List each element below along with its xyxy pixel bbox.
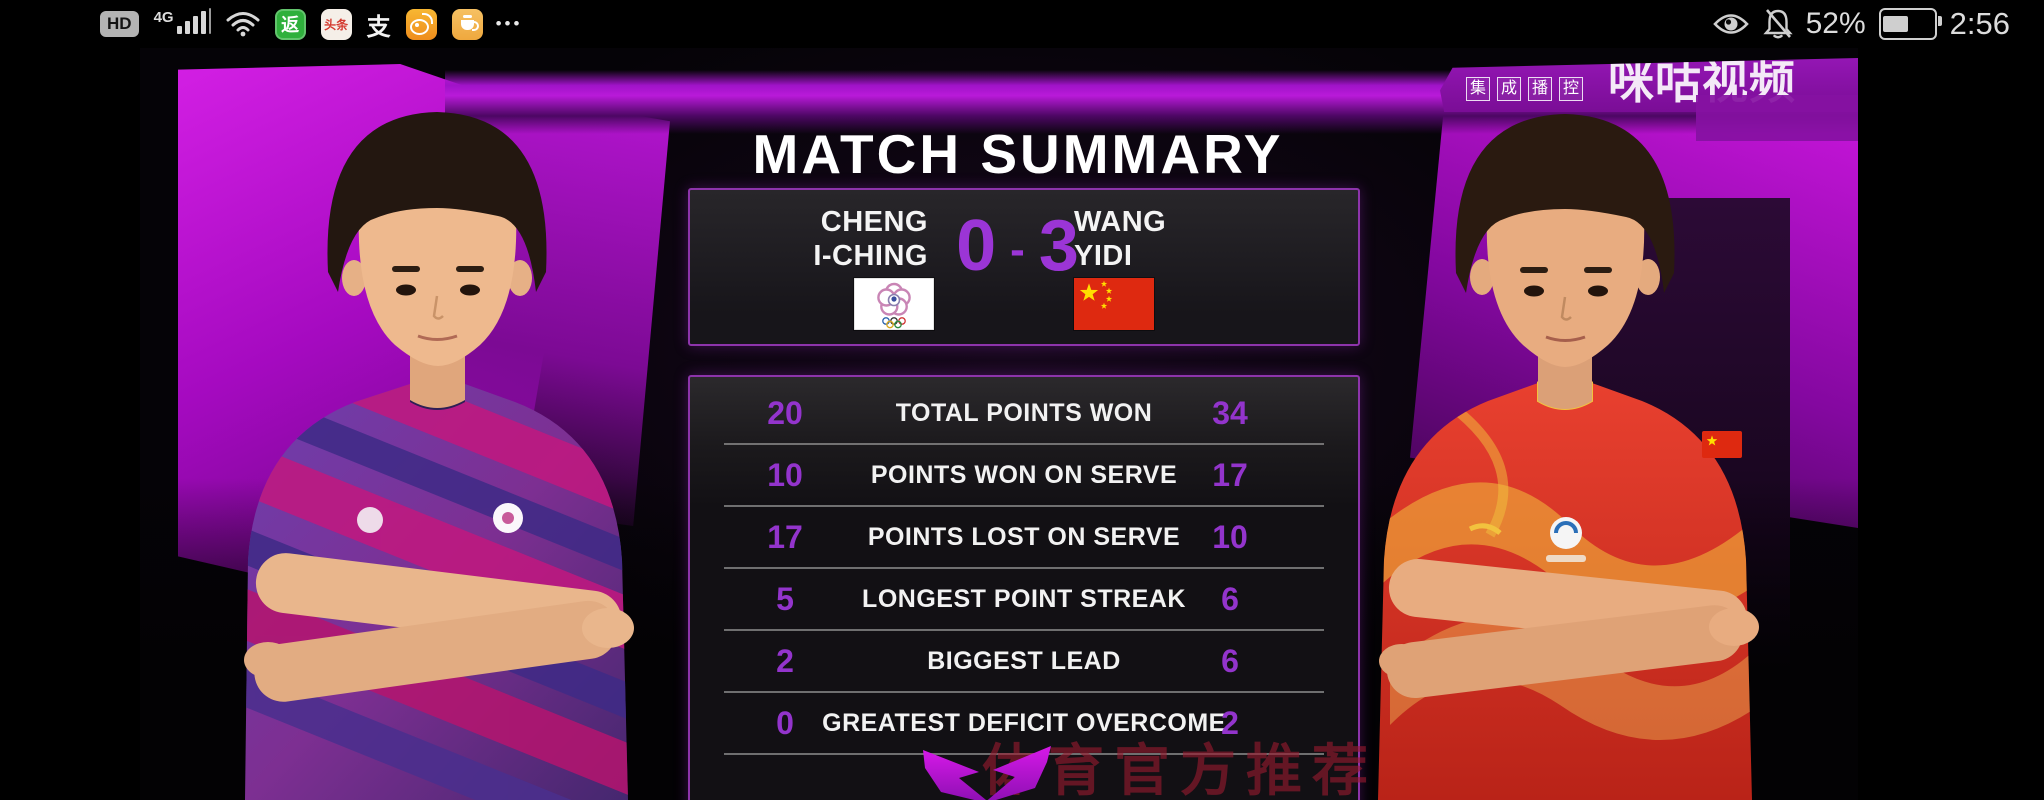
match-stats-panel: 20 TOTAL POINTS WON 34 10 POINTS WON ON … bbox=[688, 375, 1360, 800]
stat-label: LONGEST POINT STREAK bbox=[862, 585, 1186, 613]
stat-value-right: 6 bbox=[1221, 581, 1239, 617]
hd-badge: HD bbox=[100, 11, 139, 37]
network-type-label: 4G bbox=[153, 9, 174, 26]
channel-badge-char: 成 bbox=[1497, 77, 1522, 101]
stat-value-right: 34 bbox=[1212, 395, 1248, 431]
match-score: 0 - 3 bbox=[930, 206, 1105, 286]
status-bar-left: HD 4G 返 头条 支 ••• bbox=[100, 0, 522, 48]
teacup-glyph bbox=[460, 15, 479, 31]
player-name-right: WANG YIDI bbox=[1074, 205, 1166, 273]
score-left: 0 bbox=[956, 206, 997, 286]
stat-value-left: 2 bbox=[776, 643, 794, 679]
player-photo-cheng-i-ching bbox=[244, 112, 634, 800]
player-last-name: YIDI bbox=[1074, 240, 1133, 272]
battery-icon bbox=[1878, 8, 1942, 40]
row-divider bbox=[724, 567, 1324, 569]
stat-value-left: 0 bbox=[776, 705, 794, 741]
stat-value-left: 17 bbox=[767, 519, 803, 555]
mute-bell-icon bbox=[1762, 9, 1793, 39]
stat-value-left: 20 bbox=[767, 395, 803, 431]
channel-badge-char: 播 bbox=[1528, 77, 1553, 101]
wifi-icon bbox=[226, 12, 260, 37]
player-last-name: I-CHING bbox=[813, 240, 928, 272]
row-divider bbox=[724, 505, 1324, 507]
row-divider bbox=[724, 629, 1324, 631]
fanli-app-icon: 返 bbox=[274, 8, 306, 40]
stat-value-right: 17 bbox=[1212, 457, 1248, 493]
shoulder-flag-patch bbox=[1702, 431, 1742, 458]
stat-value-left: 5 bbox=[776, 581, 794, 617]
stat-row-biggest-lead: 2 BIGGEST LEAD 6 bbox=[690, 631, 1358, 691]
player-first-name: CHENG bbox=[820, 206, 928, 238]
player-first-name: WANG bbox=[1074, 206, 1167, 238]
stat-row-greatest-deficit-overcome: 0 GREATEST DEFICIT OVERCOME 2 bbox=[690, 693, 1358, 753]
stat-row-points-won-on-serve: 10 POINTS WON ON SERVE 17 bbox=[690, 445, 1358, 505]
channel-badge: 集 成 播 控 bbox=[1466, 77, 1584, 101]
battery-percent-label: 52% bbox=[1805, 7, 1866, 40]
stat-row-total-points-won: 20 TOTAL POINTS WON 34 bbox=[690, 383, 1358, 443]
channel-banner-tab bbox=[1696, 95, 1858, 141]
clock-label: 2:56 bbox=[1949, 6, 2010, 41]
eye-comfort-icon bbox=[1712, 14, 1749, 34]
status-bar-right: 52% 2:56 bbox=[1712, 0, 2010, 48]
watermark-logo-icon bbox=[923, 746, 1051, 800]
row-divider bbox=[724, 443, 1324, 445]
china-flag bbox=[1074, 278, 1154, 330]
scoreboard-panel: CHENG I-CHING 0 - 3 WANG YIDI bbox=[688, 188, 1360, 346]
stat-value-right: 6 bbox=[1221, 643, 1239, 679]
teacup-app-icon bbox=[451, 8, 483, 40]
stat-row-points-lost-on-serve: 17 POINTS LOST ON SERVE 10 bbox=[690, 507, 1358, 567]
weibo-eye-glyph bbox=[409, 19, 429, 35]
chinese-taipei-olympic-flag bbox=[854, 278, 934, 330]
stat-label: BIGGEST LEAD bbox=[927, 647, 1121, 675]
stat-label: POINTS WON ON SERVE bbox=[870, 461, 1178, 489]
toutiao-app-icon: 头条 bbox=[320, 8, 352, 40]
stat-value-right: 10 bbox=[1212, 519, 1248, 555]
score-right: 3 bbox=[1038, 206, 1079, 286]
cellular-signal: 4G bbox=[154, 8, 211, 40]
stat-value-right: 2 bbox=[1221, 705, 1239, 741]
stat-label: TOTAL POINTS WON bbox=[895, 399, 1153, 427]
alipay-icon: 支 bbox=[366, 13, 391, 41]
video-player[interactable]: 集 成 播 控 咪咕视频 MATCH SUMMARY CHENG I-CHING… bbox=[140, 48, 1858, 800]
row-divider bbox=[724, 691, 1324, 693]
stat-label: GREATEST DEFICIT OVERCOME bbox=[822, 709, 1226, 737]
more-notifications-icon: ••• bbox=[495, 14, 523, 33]
channel-badge-char: 控 bbox=[1559, 77, 1584, 101]
stat-row-longest-point-streak: 5 LONGEST POINT STREAK 6 bbox=[690, 569, 1358, 629]
weibo-signal-glyph bbox=[421, 12, 433, 24]
signal-strength-icon bbox=[176, 8, 211, 34]
row-divider bbox=[724, 753, 1324, 755]
status-bar: HD 4G 返 头条 支 ••• bbox=[0, 0, 2044, 48]
stat-label: POINTS LOST ON SERVE bbox=[867, 523, 1181, 551]
match-summary-title: MATCH SUMMARY bbox=[752, 123, 1284, 185]
stat-value-left: 10 bbox=[767, 457, 803, 493]
player-photo-wang-yidi bbox=[1378, 114, 1759, 800]
score-separator: - bbox=[1010, 225, 1025, 274]
player-name-left: CHENG I-CHING bbox=[813, 205, 928, 273]
weibo-app-icon bbox=[405, 8, 437, 40]
channel-badge-char: 集 bbox=[1466, 77, 1491, 101]
